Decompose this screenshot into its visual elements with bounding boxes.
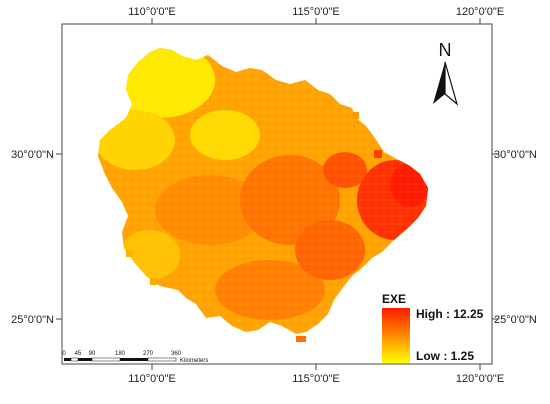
coord-right-25n: 25°0'0"N	[494, 314, 537, 326]
scale-tick-90: 90	[89, 351, 96, 357]
north-arrow-icon: N	[433, 40, 459, 106]
coord-bottom-115: 115°0'0"E	[292, 373, 340, 385]
scale-tick-180: 180	[115, 351, 126, 357]
coord-left-25n: 25°0'0"N	[11, 314, 54, 326]
scale-tick-360: 360	[171, 351, 182, 357]
coord-top-115: 115°0'0"E	[292, 6, 340, 18]
legend-color-ramp	[382, 308, 410, 363]
coord-top-110: 110°0'0"E	[128, 6, 176, 18]
raster-outlier-cells	[126, 112, 382, 342]
legend-title: EXE	[382, 292, 406, 306]
coord-bottom-110: 110°0'0"E	[128, 373, 176, 385]
legend: EXE High : 12.25 Low : 1.25	[382, 292, 484, 363]
scale-tick-270: 270	[143, 351, 154, 357]
north-label: N	[439, 40, 452, 60]
graticule-ticks	[56, 18, 498, 370]
legend-high-label: High : 12.25	[416, 307, 484, 321]
scale-unit-label: Kilometers	[180, 358, 208, 364]
coord-bottom-120: 120°0'0"E	[456, 373, 504, 385]
coord-top-120: 120°0'0"E	[456, 6, 504, 18]
scale-tick-0: 0	[62, 351, 66, 357]
legend-low-label: Low : 1.25	[416, 349, 474, 363]
coord-left-30n: 30°0'0"N	[11, 149, 54, 161]
scale-tick-45: 45	[75, 351, 82, 357]
coord-right-30n: 30°0'0"N	[494, 149, 537, 161]
scale-bar: 0 45 90 180 270 360 Kilometers	[62, 351, 208, 364]
